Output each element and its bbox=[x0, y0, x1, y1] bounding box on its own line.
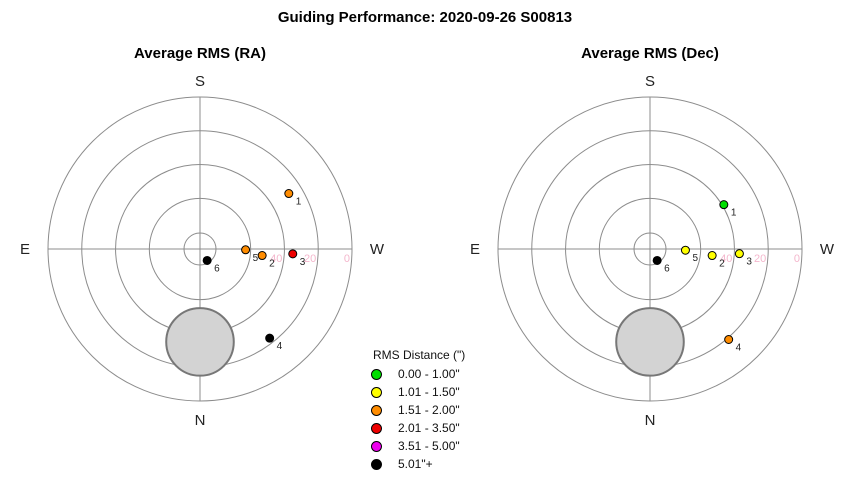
legend-label: 5.01"+ bbox=[398, 457, 433, 471]
data-point bbox=[202, 255, 212, 265]
shaded-region bbox=[165, 307, 235, 377]
compass-label-right: W bbox=[820, 241, 835, 258]
compass-label-bottom: N bbox=[645, 412, 656, 429]
data-point bbox=[288, 249, 298, 259]
legend-label: 0.00 - 1.00" bbox=[398, 367, 460, 381]
data-point-label: 6 bbox=[664, 263, 670, 274]
legend-title: RMS Distance (") bbox=[373, 348, 466, 362]
compass-label-left: E bbox=[470, 241, 480, 258]
data-point bbox=[680, 245, 690, 255]
legend-label: 3.51 - 5.00" bbox=[398, 439, 460, 453]
data-point bbox=[719, 200, 729, 210]
compass-label-top: S bbox=[195, 73, 205, 90]
legend-swatch bbox=[371, 405, 382, 416]
compass-label-top: S bbox=[645, 73, 655, 90]
data-point-label: 6 bbox=[214, 263, 220, 274]
data-point-label: 4 bbox=[736, 342, 742, 353]
polar-chart-dec: 40 20 0 S N E W 1 2 3 4 5 6 bbox=[470, 73, 835, 429]
data-point bbox=[707, 251, 717, 261]
radial-tick-label: 0 bbox=[344, 253, 350, 265]
legend-item: 1.01 - 1.50" bbox=[360, 383, 490, 401]
compass-label-bottom: N bbox=[195, 412, 206, 429]
legend-items: 0.00 - 1.00" 1.01 - 1.50" 1.51 - 2.00" 2.01… bbox=[360, 365, 490, 473]
radial-tick-label: 40 bbox=[270, 253, 282, 265]
legend-swatch bbox=[371, 441, 382, 452]
compass-label-right: W bbox=[370, 241, 385, 258]
legend-swatch bbox=[371, 459, 382, 470]
data-point bbox=[265, 333, 275, 343]
data-point-label: 3 bbox=[746, 257, 752, 268]
polar-chart-ra: 40 20 0 S N E W 1 2 3 4 5 6 bbox=[20, 73, 385, 429]
data-point bbox=[257, 251, 267, 261]
data-point-label: 5 bbox=[253, 253, 259, 264]
legend-item: 0.00 - 1.00" bbox=[360, 365, 490, 383]
radial-tick-label: 20 bbox=[754, 253, 766, 265]
legend-swatch bbox=[371, 387, 382, 398]
data-point-label: 2 bbox=[269, 259, 275, 270]
data-point bbox=[241, 245, 251, 255]
legend-item: 5.01"+ bbox=[360, 455, 490, 473]
compass-label-left: E bbox=[20, 241, 30, 258]
data-point-label: 5 bbox=[692, 253, 698, 264]
radial-tick-label: 40 bbox=[720, 253, 732, 265]
data-point-label: 4 bbox=[277, 341, 283, 352]
data-point-label: 1 bbox=[296, 197, 302, 208]
legend-label: 2.01 - 3.50" bbox=[398, 421, 460, 435]
data-point bbox=[284, 189, 294, 199]
legend: RMS Distance (") 0.00 - 1.00" 1.01 - 1.50… bbox=[360, 348, 490, 473]
legend-item: 2.01 - 3.50" bbox=[360, 419, 490, 437]
panel-title-ra: Average RMS (RA) bbox=[134, 45, 266, 62]
data-point bbox=[734, 249, 744, 259]
data-point-label: 2 bbox=[719, 259, 725, 270]
data-point bbox=[652, 255, 662, 265]
data-point-label: 1 bbox=[731, 208, 737, 219]
figure-title: Guiding Performance: 2020-09-26 S00813 bbox=[277, 9, 573, 26]
legend-item: 3.51 - 5.00" bbox=[360, 437, 490, 455]
data-point-label: 3 bbox=[300, 257, 306, 268]
radial-tick-label: 0 bbox=[794, 253, 800, 265]
legend-swatch bbox=[371, 369, 382, 380]
radial-tick-label: 20 bbox=[304, 253, 316, 265]
legend-label: 1.51 - 2.00" bbox=[398, 403, 460, 417]
shaded-region bbox=[615, 307, 685, 377]
legend-swatch bbox=[371, 423, 382, 434]
data-point bbox=[724, 334, 734, 344]
panel-title-dec: Average RMS (Dec) bbox=[581, 45, 719, 62]
legend-label: 1.01 - 1.50" bbox=[398, 385, 460, 399]
legend-item: 1.51 - 2.00" bbox=[360, 401, 490, 419]
